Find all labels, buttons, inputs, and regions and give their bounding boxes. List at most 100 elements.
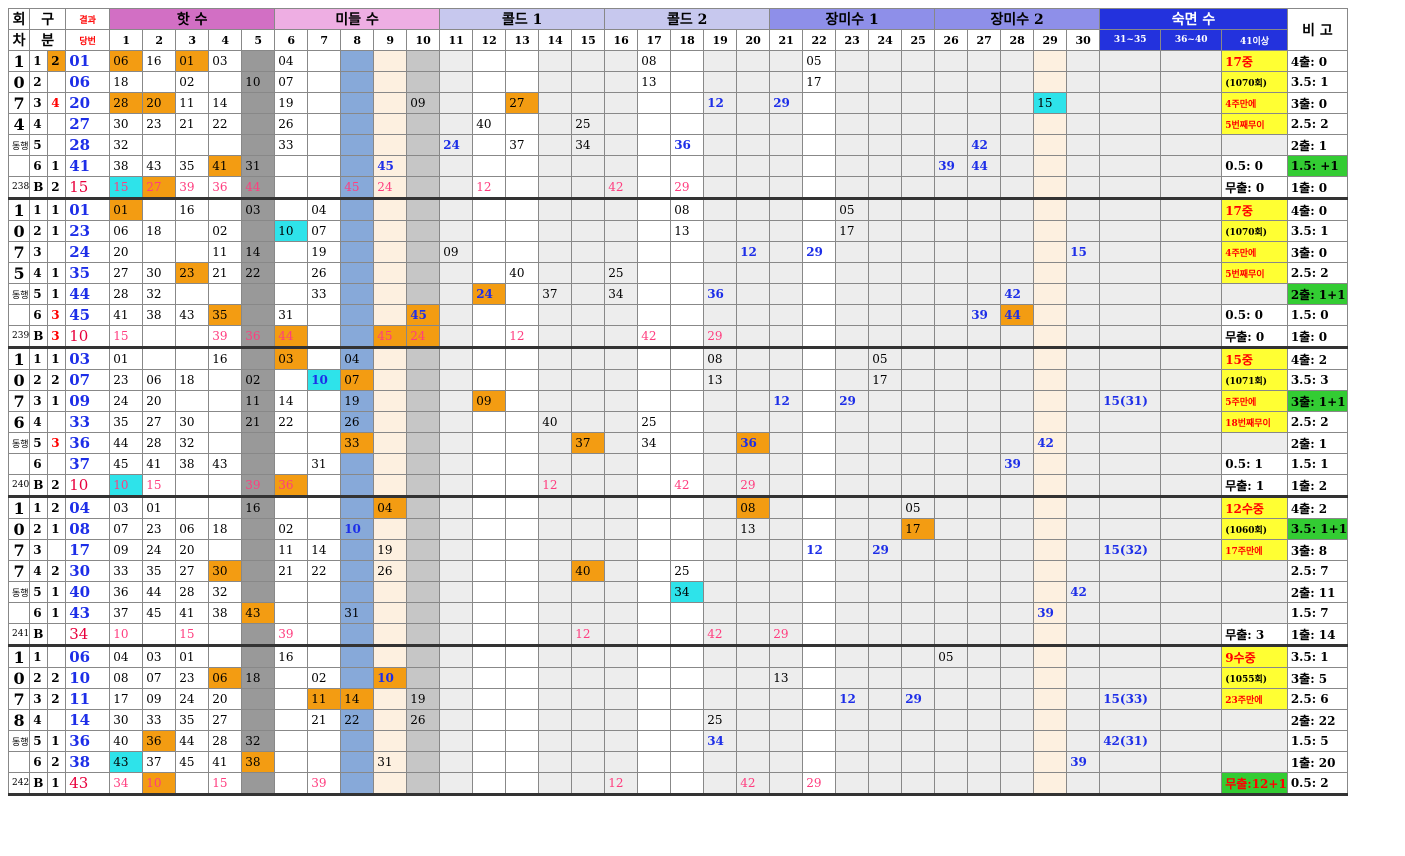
number-cell-c1 [538,645,573,668]
number-cell-j1 [835,518,870,540]
number-cell-c2: 34 [670,581,705,603]
number-cell-mid: 31 [373,751,408,773]
number-cell-c1 [439,92,474,114]
number-cell-j2 [1066,772,1101,796]
number-cell-j2 [1000,688,1035,710]
number-cell-j2 [1033,155,1068,177]
number-cell-c1 [439,581,474,603]
number-cell-c1 [439,390,474,412]
number-cell-mid [307,304,342,326]
number-cell-j1: 05 [901,496,936,519]
number-cell-j2 [1000,518,1035,540]
number-cell-c1 [571,645,606,668]
number-cell-j1 [769,411,804,433]
sookmyeon-cell [1221,134,1288,156]
number-cell-c1 [505,432,540,454]
result-number: 09 [65,390,111,412]
side-label: 동행 [7,581,31,603]
number-cell-c2 [703,602,738,624]
number-cell-c1 [571,581,606,603]
number-cell-c1 [538,709,573,731]
number-cell-j2 [1066,50,1101,72]
sookmyeon-cell: 23주만에 [1221,688,1288,710]
number-cell-c1: 40 [571,560,606,582]
number-cell-c1 [439,602,474,624]
number-cell-mid [274,730,309,752]
bigo-cell: 2출: 1 [1286,432,1349,454]
number-cell-c2: 25 [670,560,705,582]
number-cell-hot: 02 [175,71,210,93]
row-key: 1 [29,50,49,72]
result-number: 38 [65,751,111,773]
sookmyeon-cell: 5주만에 [1221,390,1288,412]
number-cell-c1 [472,751,507,773]
number-cell-c2 [703,539,738,561]
side-label: 동행 [7,134,31,156]
number-cell-hot: 27 [142,176,177,200]
number-cell-c2: 34 [604,283,639,305]
number-cell-c2 [637,92,672,114]
bigo-cell: 1.5: 0 [1286,304,1349,326]
number-cell-j1 [802,667,837,689]
table-row: 1 1 06 04 03 01 16 05 9수중 3.5: 1 [7,645,1349,668]
number-cell-j2 [934,347,969,370]
row-group [47,241,67,263]
number-cell-j1 [901,92,936,114]
header-number-26: 26 [934,29,969,51]
number-cell-c1 [472,262,507,284]
number-cell-mid: 36 [274,474,309,498]
number-cell-hot: 15 [142,474,177,498]
number-cell-mid [274,602,309,624]
number-cell-hot: 01 [175,50,210,72]
number-cell-j2 [1033,623,1068,647]
number-cell-c2 [703,50,738,72]
number-cell-hot: 36 [142,730,177,752]
number-cell-c2 [703,134,738,156]
number-cell-j2 [934,518,969,540]
result-number: 30 [65,560,111,582]
number-cell-j1 [802,560,837,582]
number-cell-j1 [835,71,870,93]
number-cell-c1: 12 [538,474,573,498]
number-cell-j2 [1000,50,1035,72]
number-cell-mid [373,198,408,221]
number-cell-mid [406,71,441,93]
number-cell-j2 [1033,772,1068,796]
number-cell-j1 [769,518,804,540]
number-cell-j1 [769,176,804,200]
number-cell-hot: 16 [175,198,210,221]
number-cell-c2 [604,390,639,412]
number-cell-mid [406,772,441,796]
number-cell-hot: 23 [142,518,177,540]
number-cell-j2 [1000,347,1035,370]
number-cell-hot: 44 [142,581,177,603]
round-digit: 1 [7,198,31,221]
number-cell-j2 [1000,730,1035,752]
number-cell-j1 [769,262,804,284]
number-cell-j1 [802,518,837,540]
number-cell-c2 [670,496,705,519]
number-cell-j2 [967,198,1002,221]
number-cell-j1 [835,92,870,114]
number-cell-j1 [769,474,804,498]
number-cell-j2 [934,369,969,391]
number-cell-j1 [769,347,804,370]
number-cell-c1 [439,623,474,647]
sookmyeon-cell: 4주만에 [1221,92,1288,114]
number-cell-c2 [703,518,738,540]
result-number: 37 [65,453,111,475]
number-cell-mid: 33 [307,283,342,305]
number-cell-c1 [505,539,540,561]
number-cell-hot [142,347,177,370]
number-cell-c1 [472,50,507,72]
number-cell-c2 [670,688,705,710]
number-cell-j1 [802,602,837,624]
row-group: 4 [47,92,67,114]
number-cell-j1 [802,198,837,221]
number-cell-mid [406,241,441,263]
number-cell-j1 [802,730,837,752]
number-cell-j2 [1000,474,1035,498]
table-row: 0 2 2 10 08 07 23 06 18 02 10 13 (1055회) 3출: 5 [7,667,1349,689]
sookmyeon-cell [1160,50,1223,72]
sookmyeon-cell [1099,134,1162,156]
